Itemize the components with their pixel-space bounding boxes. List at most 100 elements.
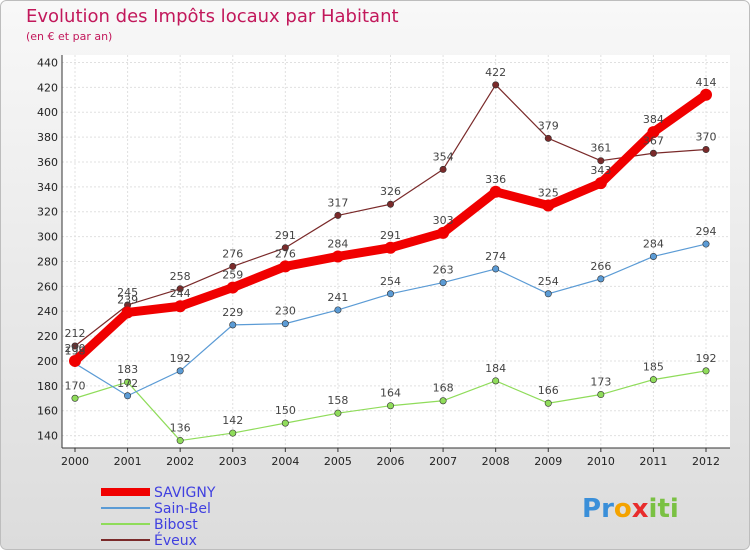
data-point <box>597 157 605 165</box>
data-label: 173 <box>590 376 611 389</box>
y-tick-label: 200 <box>37 355 58 368</box>
data-label: 276 <box>275 247 296 260</box>
logo-letter: t <box>657 494 669 524</box>
data-label: 325 <box>538 186 559 199</box>
data-point <box>702 367 710 375</box>
data-point <box>489 185 502 198</box>
data-label: 244 <box>170 287 191 300</box>
y-tick-label: 140 <box>37 430 58 443</box>
data-label: 274 <box>485 250 506 263</box>
y-tick-label: 220 <box>37 330 58 343</box>
legend-label: Sain-Bel <box>154 501 211 517</box>
data-point <box>334 409 342 417</box>
data-label: 241 <box>327 291 348 304</box>
x-tick-label: 2003 <box>219 455 247 468</box>
y-tick-label: 400 <box>37 106 58 119</box>
data-label: 198 <box>65 344 86 357</box>
y-tick-label: 360 <box>37 156 58 169</box>
series-layer <box>69 81 712 445</box>
data-point <box>386 200 394 208</box>
y-tick-label: 180 <box>37 380 58 393</box>
y-tick-label: 240 <box>37 305 58 318</box>
data-label: 266 <box>590 260 611 273</box>
data-point <box>702 146 710 154</box>
data-point <box>700 88 712 101</box>
data-point <box>281 244 289 252</box>
logo-letter: P <box>582 494 601 524</box>
data-point <box>124 378 132 386</box>
data-point <box>71 342 79 350</box>
data-point <box>229 429 237 437</box>
data-label: 379 <box>538 119 559 132</box>
data-point <box>69 354 81 367</box>
data-point <box>121 306 134 319</box>
data-point <box>649 149 657 157</box>
data-label: 284 <box>327 237 348 250</box>
data-label: 291 <box>380 229 401 242</box>
data-label: 192 <box>170 352 191 365</box>
data-point <box>226 281 239 294</box>
data-point <box>492 265 500 273</box>
data-label: 326 <box>380 185 401 198</box>
proxiti-logo: Proxiti <box>582 494 679 524</box>
data-label: 259 <box>222 269 243 282</box>
data-label: 230 <box>275 305 296 318</box>
data-label: 317 <box>327 196 348 209</box>
data-point <box>386 402 394 410</box>
y-tick-label: 320 <box>37 206 58 219</box>
x-tick-label: 2005 <box>324 455 352 468</box>
data-label: 142 <box>222 414 243 427</box>
y-tick-label: 260 <box>37 280 58 293</box>
data-label: 414 <box>696 76 717 89</box>
data-label: 164 <box>380 387 401 400</box>
data-label: 245 <box>117 286 138 299</box>
x-tick-label: 2009 <box>534 455 562 468</box>
x-tick-label: 2012 <box>692 455 720 468</box>
data-point <box>331 250 344 263</box>
y-tick-label: 160 <box>37 405 58 418</box>
data-point <box>71 394 79 402</box>
data-point <box>229 321 237 329</box>
chart-subtitle: (en € et par an) <box>26 30 112 43</box>
data-labels: 200 239 244 259 276 284 291 303 336 325 343 384 414 1… <box>65 66 717 435</box>
data-label: 183 <box>117 363 138 376</box>
data-label: 258 <box>170 270 191 283</box>
data-point <box>492 377 500 385</box>
data-label: 254 <box>538 275 559 288</box>
y-tick-label: 300 <box>37 231 58 244</box>
logo-letter: i <box>670 494 679 524</box>
data-label: 254 <box>380 275 401 288</box>
x-tick-label: 2006 <box>377 455 405 468</box>
data-label: 367 <box>643 134 664 147</box>
y-tick-label: 280 <box>37 255 58 268</box>
data-label: 158 <box>327 394 348 407</box>
x-tick-label: 2011 <box>639 455 667 468</box>
data-point <box>439 279 447 287</box>
data-label: 185 <box>643 361 664 374</box>
x-tick-label: 2002 <box>166 455 194 468</box>
plot-area <box>62 55 730 448</box>
data-point <box>176 367 184 375</box>
y-tick-label: 420 <box>37 81 58 94</box>
data-label: 192 <box>696 352 717 365</box>
data-point <box>386 290 394 298</box>
data-label: 284 <box>643 237 664 250</box>
data-label: 229 <box>222 306 243 319</box>
data-label: 354 <box>433 150 454 163</box>
data-point <box>647 126 660 139</box>
data-point <box>492 81 500 89</box>
x-tick-label: 2001 <box>114 455 142 468</box>
legend-label: SAVIGNY <box>154 485 216 501</box>
legend-label: Bibost <box>154 517 198 533</box>
data-label: 170 <box>65 379 86 392</box>
data-point <box>649 376 657 384</box>
data-label: 336 <box>485 173 506 186</box>
data-point <box>594 177 607 190</box>
logo-letter: i <box>649 494 658 524</box>
data-point <box>437 226 450 239</box>
data-point <box>649 252 657 260</box>
data-label: 136 <box>170 422 191 435</box>
